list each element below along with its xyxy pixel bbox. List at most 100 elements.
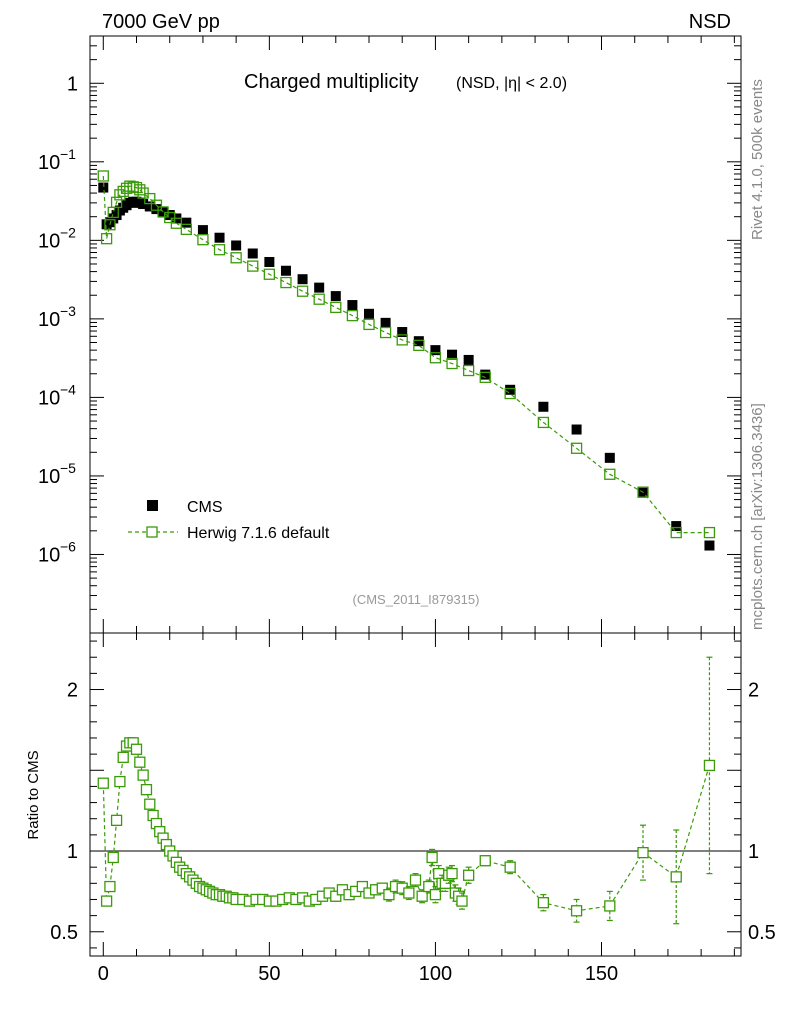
cms-data-point bbox=[538, 401, 549, 412]
ratio-point bbox=[446, 867, 458, 880]
main-y-tick-label: 10 bbox=[38, 544, 60, 566]
ratio-point bbox=[140, 784, 153, 796]
header-energy-label: 7000 GeV pp bbox=[102, 11, 220, 33]
herwig-point bbox=[346, 309, 359, 322]
header-process-label: NSD bbox=[689, 11, 731, 33]
cms-data-point bbox=[447, 349, 458, 360]
ratio-point bbox=[456, 895, 468, 907]
main-y-tick-exponent: −4 bbox=[60, 381, 76, 397]
herwig-point bbox=[537, 416, 550, 429]
herwig-point bbox=[413, 339, 425, 352]
herwig-point bbox=[197, 234, 209, 246]
ratio-point bbox=[703, 759, 716, 772]
x-tick-label: 150 bbox=[585, 963, 618, 985]
ratio-y-tick-label-right: 0.5 bbox=[748, 922, 776, 944]
herwig-point bbox=[263, 268, 276, 280]
herwig-point bbox=[127, 181, 139, 193]
legend-label-cms: CMS bbox=[187, 499, 223, 516]
herwig-point bbox=[247, 260, 259, 272]
herwig-point bbox=[429, 352, 442, 364]
ratio-point bbox=[570, 905, 583, 917]
herwig-point bbox=[164, 211, 176, 224]
cms-data-point bbox=[330, 291, 341, 302]
ratio-point bbox=[604, 900, 616, 912]
herwig-point bbox=[637, 486, 649, 498]
herwig-point bbox=[110, 196, 123, 208]
ratio-point bbox=[383, 888, 395, 901]
ratio-y-tick-label: 2 bbox=[67, 680, 78, 702]
legend-label-herwig: Herwig 7.1.6 default bbox=[187, 525, 330, 542]
cms-data-point bbox=[347, 300, 358, 311]
cms-data-point bbox=[231, 240, 242, 251]
ratio-panel-frame bbox=[89, 632, 742, 957]
ratio-point bbox=[137, 769, 149, 781]
mcplots-url-label: mcplots.cern.ch [arXiv:1306.3436] bbox=[749, 403, 766, 630]
herwig-point bbox=[479, 371, 491, 384]
ratio-axes: 0.5 0.5 1 1 2 2 0 50 100 150 bbox=[50, 633, 776, 985]
herwig-point bbox=[396, 334, 408, 346]
herwig-point bbox=[144, 192, 156, 205]
cms-data-point bbox=[264, 256, 275, 267]
x-tick-label: 0 bbox=[98, 963, 109, 985]
cms-data-point bbox=[571, 424, 582, 435]
herwig-point bbox=[462, 364, 475, 377]
ratio-y-tick-label-right: 2 bbox=[748, 680, 759, 702]
cms-data-point bbox=[164, 210, 175, 221]
herwig-point bbox=[330, 301, 342, 314]
cms-data-point bbox=[138, 199, 149, 210]
legend-marker-herwig bbox=[146, 526, 158, 538]
ratio-y-tick-label-right: 1 bbox=[748, 841, 759, 863]
main-y-tick-exponent: −1 bbox=[60, 146, 76, 162]
ratio-point bbox=[134, 756, 146, 768]
cms-data-point bbox=[364, 308, 374, 319]
ratio-point bbox=[637, 846, 649, 859]
main-y-tick-label: 10 bbox=[38, 230, 60, 252]
main-data-marks bbox=[97, 170, 716, 551]
ratio-y-tick-label: 0.5 bbox=[50, 922, 78, 944]
ratio-y-tick-label: 1 bbox=[67, 841, 78, 863]
herwig-point bbox=[114, 189, 126, 201]
ratio-point bbox=[107, 851, 119, 864]
cms-data-point bbox=[314, 282, 325, 293]
herwig-point bbox=[446, 357, 458, 370]
herwig-point bbox=[170, 217, 183, 229]
chart-title: Charged multiplicity bbox=[244, 71, 419, 93]
cms-data-point bbox=[413, 336, 424, 347]
ratio-point bbox=[429, 888, 442, 901]
chart-title-suffix: (NSD, |η| < 2.0) bbox=[456, 75, 567, 92]
cms-data-point bbox=[280, 265, 291, 276]
herwig-point bbox=[180, 223, 192, 236]
ratio-y-axis-label: Ratio to CMS bbox=[25, 750, 42, 839]
ratio-point bbox=[144, 798, 156, 810]
ratio-point bbox=[110, 814, 123, 826]
x-tick-label: 100 bbox=[419, 963, 452, 985]
cms-data-point bbox=[214, 232, 225, 243]
ratio-data-marks bbox=[97, 656, 716, 925]
main-y-tick-label: 10 bbox=[38, 466, 60, 488]
ratio-point bbox=[330, 890, 342, 902]
cms-data-point bbox=[247, 248, 258, 259]
cms-data-point bbox=[480, 369, 491, 380]
cms-data-point bbox=[671, 521, 682, 532]
herwig-point bbox=[313, 293, 325, 305]
herwig-point bbox=[604, 468, 616, 480]
herwig-point bbox=[134, 184, 146, 196]
herwig-point bbox=[570, 442, 583, 454]
cms-data-point bbox=[197, 225, 208, 236]
ratio-point bbox=[409, 874, 422, 886]
herwig-point bbox=[670, 526, 682, 539]
ratio-point bbox=[114, 775, 126, 788]
rivet-version-label: Rivet 4.1.0, 500k events bbox=[749, 79, 766, 240]
main-y-tick-exponent: −2 bbox=[60, 224, 76, 240]
herwig-point bbox=[100, 233, 113, 245]
ratio-point bbox=[117, 751, 129, 764]
ratio-point bbox=[426, 851, 438, 864]
main-y-tick-exponent: −5 bbox=[60, 460, 76, 476]
main-y-tick-label: 10 bbox=[38, 309, 60, 331]
main-y-tick-label: 10 bbox=[38, 152, 60, 174]
ratio-point bbox=[537, 897, 550, 909]
herwig-line bbox=[102, 175, 710, 534]
cms-data-point bbox=[151, 204, 162, 215]
cms-data-point bbox=[505, 384, 516, 395]
ratio-point bbox=[504, 861, 516, 873]
